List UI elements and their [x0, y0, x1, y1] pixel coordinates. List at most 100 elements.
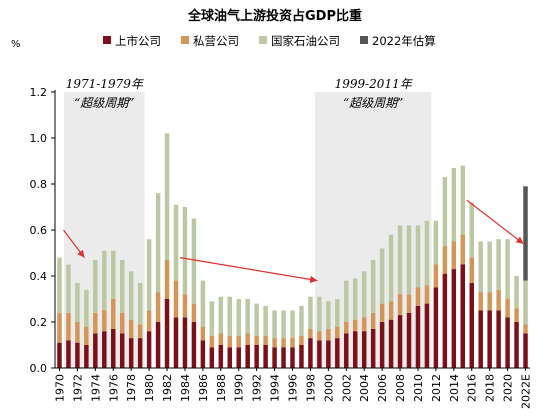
bar-private [290, 338, 295, 348]
x-tick-label: 2012 [430, 374, 443, 402]
bar-noc [164, 133, 170, 260]
bar-private [227, 335, 233, 348]
bar-listed [128, 338, 134, 368]
x-tick-label: 1974 [89, 374, 102, 402]
bar-private [514, 308, 519, 322]
bar-private [451, 241, 457, 270]
legend-swatch [360, 36, 368, 44]
bar-noc [57, 257, 62, 313]
trend-arrows [63, 199, 524, 283]
legend-label: 2022年估算 [372, 34, 436, 48]
legend-swatch [181, 36, 189, 44]
bar-private [460, 234, 466, 265]
bar-listed [308, 338, 313, 368]
bar-listed [487, 310, 492, 368]
x-tick-label: 1998 [304, 374, 317, 402]
bar-private [388, 301, 394, 320]
y-tick-label: 0.8 [30, 178, 48, 191]
bar-private [281, 338, 286, 348]
bar-noc [272, 310, 277, 339]
bar-listed [272, 347, 277, 368]
x-tick-label: 2014 [448, 374, 461, 402]
bar-noc [75, 282, 80, 322]
annotations: 1971-1979年 “超级周期” 1999-2011年 “超级周期” [66, 77, 414, 110]
bars [57, 133, 528, 368]
bar-private [370, 312, 376, 329]
bar-noc [218, 296, 224, 334]
x-tick-label: 1990 [233, 374, 246, 402]
bar-private [182, 294, 188, 318]
bar-listed [93, 333, 98, 368]
bar-private [93, 312, 98, 334]
legend-label: 上市公司 [115, 34, 161, 48]
bar-private [317, 331, 322, 341]
bar-noc [227, 296, 233, 336]
bar-noc [200, 280, 206, 327]
x-tick-label: 1994 [269, 374, 282, 402]
y-unit-label: % [11, 39, 21, 50]
bar-listed [290, 347, 295, 368]
bar-listed [496, 310, 501, 368]
bar-listed [388, 319, 394, 368]
bar-listed [254, 345, 259, 368]
bar-noc [523, 280, 528, 325]
bar-listed [146, 331, 152, 368]
x-tick-label: 2018 [484, 374, 497, 402]
bar-noc [281, 310, 286, 339]
bar-private [379, 303, 385, 322]
legend-label: 私营公司 [193, 34, 239, 48]
bar-noc [236, 299, 241, 336]
bar-noc [433, 220, 439, 265]
x-tick-label: 1982 [161, 374, 174, 402]
bar-listed [335, 338, 340, 368]
x-tick-label: 1972 [71, 374, 84, 402]
bar-noc [146, 239, 152, 311]
bar-noc [388, 234, 394, 302]
bar-listed [415, 305, 421, 368]
bar-private [424, 285, 430, 304]
bar-noc [344, 280, 349, 322]
bar-listed [478, 310, 483, 368]
bar-noc [424, 220, 430, 286]
bar-private [487, 292, 492, 311]
bar-private [173, 280, 179, 318]
bar-noc [326, 301, 331, 329]
bar-listed [182, 317, 188, 368]
bar-listed [505, 317, 510, 368]
bar-listed [397, 315, 403, 368]
bar-listed [326, 340, 331, 368]
x-tick-label: 2006 [376, 374, 389, 402]
bar-private [335, 326, 340, 339]
bar-estimate [523, 186, 528, 281]
bar-private [102, 310, 107, 332]
bar-private [236, 335, 241, 348]
bar-private [57, 312, 62, 343]
bar-noc [478, 241, 483, 293]
bar-private [209, 335, 215, 348]
bar-noc [335, 299, 340, 327]
y-tick-label: 1.2 [30, 86, 48, 99]
bar-private [505, 299, 510, 318]
bar-listed [451, 269, 457, 368]
x-tick-label: 1986 [197, 374, 210, 402]
bar-private [75, 322, 80, 343]
bar-listed [317, 340, 322, 368]
bar-noc [406, 225, 412, 295]
bar-noc [93, 259, 98, 313]
y-tick-label: 1.0 [30, 132, 48, 145]
bar-private [397, 294, 403, 316]
x-tick-label: 1996 [287, 374, 300, 402]
legend-swatch [103, 36, 111, 44]
bar-listed [442, 273, 448, 368]
y-tick-label: 0.4 [30, 270, 48, 283]
bar-noc [514, 276, 519, 309]
bar-noc [263, 305, 268, 336]
trend-arrow [63, 229, 85, 258]
y-tick-label: 0.0 [30, 362, 48, 375]
axes [51, 90, 530, 371]
bar-noc [173, 204, 179, 281]
bar-listed [281, 347, 286, 368]
bar-listed [66, 340, 71, 368]
bar-noc [254, 303, 259, 336]
bar-listed [514, 322, 519, 368]
